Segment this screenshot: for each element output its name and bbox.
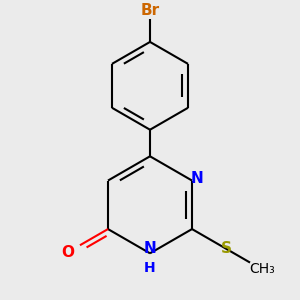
Text: N: N — [144, 241, 156, 256]
Text: CH₃: CH₃ — [249, 262, 275, 277]
Text: N: N — [190, 171, 203, 186]
Text: O: O — [61, 245, 74, 260]
Text: S: S — [220, 241, 232, 256]
Text: H: H — [144, 261, 156, 275]
Text: Br: Br — [140, 3, 160, 18]
